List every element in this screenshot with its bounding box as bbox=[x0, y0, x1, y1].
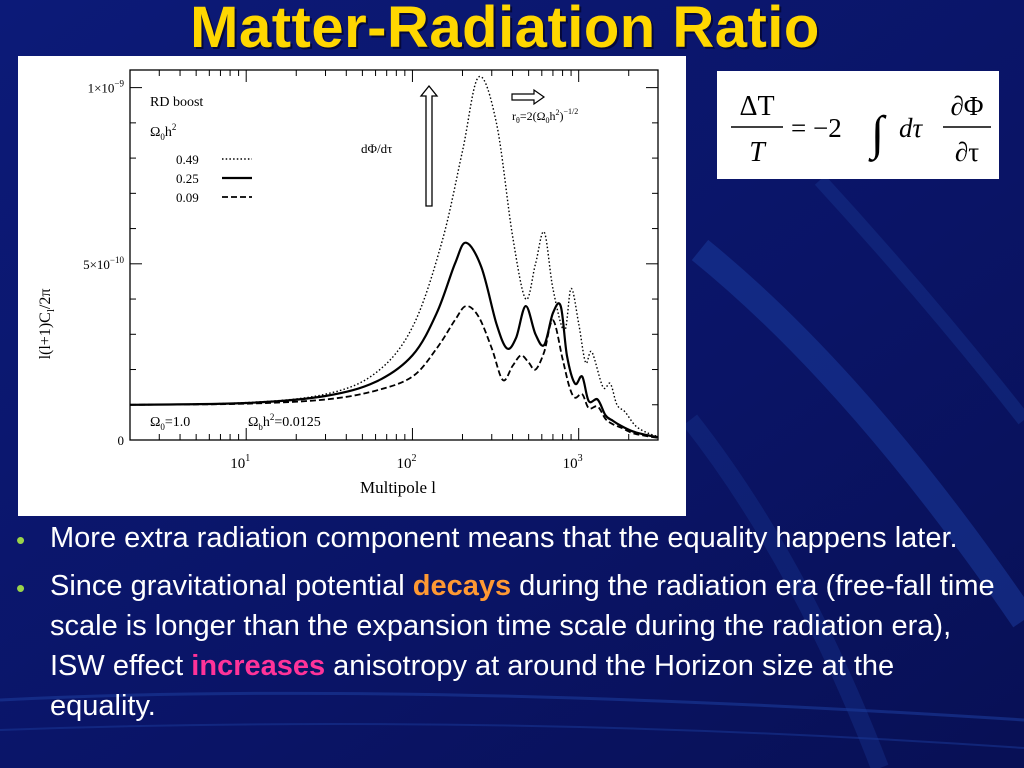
legend-label-0.09: 0.09 bbox=[176, 190, 199, 205]
bullet-dot-icon: • bbox=[16, 525, 26, 555]
bullet-text-2c: anisotropy at around the Horizon size at… bbox=[50, 650, 895, 722]
eq-integral: ∫ bbox=[868, 107, 887, 162]
highlight-increases: increases bbox=[191, 650, 326, 682]
y-axis-label: l(l+1)Cl/2π bbox=[37, 289, 57, 360]
bullet-item-1: • More extra radiation component means t… bbox=[16, 518, 1006, 558]
legend-label-0.25: 0.25 bbox=[176, 171, 199, 186]
series-layer bbox=[129, 75, 659, 439]
axis-ticks: 101 102 103 0 5×10−10 1×10−9 bbox=[83, 70, 659, 472]
series-line-0.09 bbox=[129, 305, 659, 439]
plot-border bbox=[129, 69, 659, 441]
dphi-dtau-label: dΦ/dτ bbox=[361, 141, 392, 156]
power-spectrum-chart: 101 102 103 0 5×10−10 1×10−9 l(l+1)Cl/2π Mult… bbox=[18, 56, 686, 516]
dphi-up-arrow bbox=[419, 84, 439, 207]
eq-lhs-numerator: ΔT bbox=[739, 91, 774, 122]
bullet-text-2b: during the radiation era (free-fall time… bbox=[50, 570, 995, 682]
x-tick-label: 103 bbox=[563, 453, 583, 472]
plot-frame bbox=[129, 69, 659, 441]
rd-boost-label: RD boost bbox=[150, 95, 203, 110]
y-tick-label: 1×10−9 bbox=[88, 79, 125, 96]
eq-equals: = −2 bbox=[791, 113, 842, 143]
omegab-label: Ωbh2=0.0125 bbox=[248, 412, 321, 432]
r-theta-right-arrow bbox=[511, 88, 546, 106]
omega0-label: Ω0=1.0 bbox=[150, 415, 190, 432]
legend-header: Ω0h2 bbox=[150, 122, 176, 142]
legend-label-0.49: 0.49 bbox=[176, 152, 199, 167]
bullet-item-2: • Since gravitational potential decays d… bbox=[16, 566, 1006, 726]
y-tick-label: 0 bbox=[118, 433, 125, 448]
chart-legend: 0.49 0.25 0.09 bbox=[176, 152, 252, 205]
eq-dtau: dτ bbox=[899, 113, 924, 143]
series-line-0.25 bbox=[129, 241, 659, 439]
highlight-decays: decays bbox=[412, 570, 512, 602]
eq-rhs-denominator: ∂τ bbox=[955, 137, 979, 167]
series-line-0.49 bbox=[129, 75, 659, 438]
bullet-text-1: More extra radiation component means tha… bbox=[50, 522, 958, 554]
bullet-text-2a: Since gravitational potential bbox=[50, 570, 413, 602]
isw-equation: ΔT T = −2 ∫ dτ ∂Φ ∂τ bbox=[717, 71, 999, 179]
x-tick-label: 101 bbox=[230, 453, 250, 472]
x-tick-label: 102 bbox=[396, 453, 416, 472]
eq-rhs-numerator: ∂Φ bbox=[950, 91, 983, 121]
r-theta-label: rθ=2(Ω0h2)−1/2 bbox=[512, 107, 578, 125]
bullet-dot-icon: • bbox=[16, 573, 26, 603]
bullet-list: • More extra radiation component means t… bbox=[16, 518, 1006, 734]
eq-lhs-denominator: T bbox=[749, 137, 767, 168]
x-axis-label: Multipole l bbox=[360, 478, 436, 497]
y-tick-label: 5×10−10 bbox=[83, 255, 124, 272]
chart-svg: 101 102 103 0 5×10−10 1×10−9 l(l+1)Cl/2π Mult… bbox=[37, 69, 659, 497]
slide-title: Matter-Radiation Ratio bbox=[190, 0, 820, 60]
